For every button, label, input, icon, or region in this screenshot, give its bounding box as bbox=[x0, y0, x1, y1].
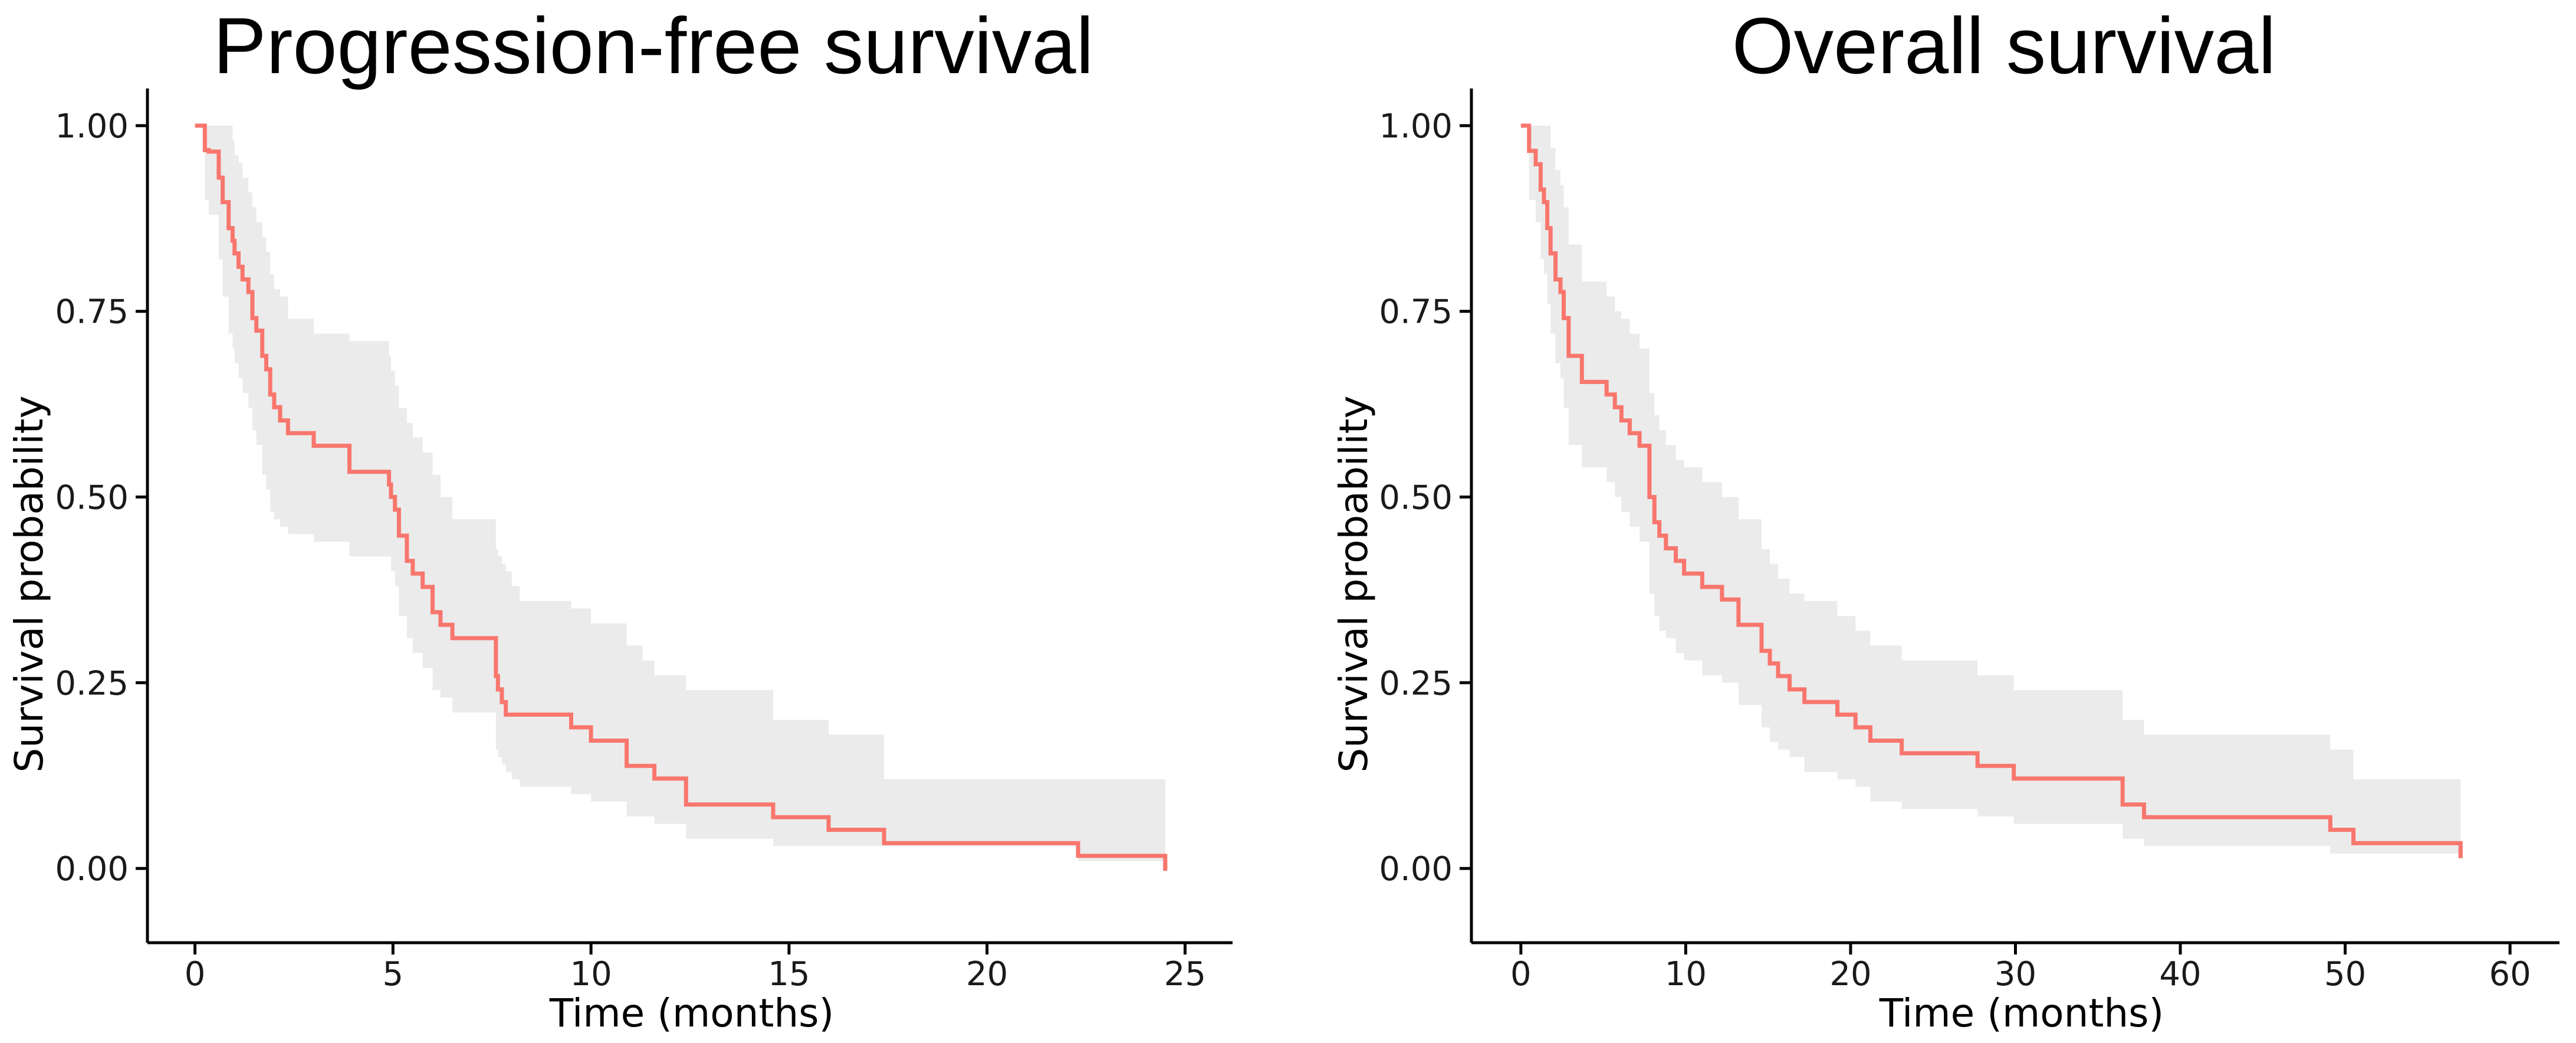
os-title: Overall survival bbox=[1732, 1, 2276, 90]
pfs-plot-area: 0 5 10 15 20 25 0.00 0.25 0.50 0.75 1.00 bbox=[55, 88, 1233, 993]
os-panel: Overall survival Survival probability Ti… bbox=[1331, 1, 2559, 1036]
os-y-tick-label: 0.75 bbox=[1379, 293, 1453, 332]
os-x-tick-label: 60 bbox=[2489, 955, 2531, 993]
os-x-axis-label: Time (months) bbox=[1879, 990, 2164, 1036]
pfs-y-axis-label: Survival probability bbox=[6, 395, 52, 772]
os-x-tick-label: 30 bbox=[1995, 955, 2036, 993]
pfs-y-tick-label: 0.25 bbox=[55, 664, 129, 703]
pfs-panel: Progression-free survival Survival proba… bbox=[6, 1, 1233, 1036]
os-x-tick-label: 20 bbox=[1829, 955, 1871, 993]
os-y-tick-label: 0.50 bbox=[1379, 479, 1453, 517]
pfs-x-tick-label: 20 bbox=[966, 955, 1008, 993]
pfs-confidence-band bbox=[195, 126, 1165, 869]
pfs-title: Progression-free survival bbox=[213, 1, 1093, 90]
os-plot-area: 0 10 20 30 40 50 60 0.00 0.25 0.50 0.75 1.00 bbox=[1379, 88, 2559, 993]
pfs-y-tick-label: 0.50 bbox=[55, 479, 129, 517]
pfs-x-tick-label: 0 bbox=[185, 955, 206, 993]
pfs-x-tick-label: 15 bbox=[768, 955, 810, 993]
os-y-tick-label: 1.00 bbox=[1379, 107, 1453, 146]
pfs-x-axis-label: Time (months) bbox=[549, 990, 834, 1036]
os-y-tick-label: 0.00 bbox=[1379, 850, 1453, 888]
pfs-x-tick-label: 10 bbox=[570, 955, 612, 993]
os-y-tick-label: 0.25 bbox=[1379, 664, 1453, 703]
os-confidence-band bbox=[1520, 126, 2461, 869]
pfs-y-tick-label: 1.00 bbox=[55, 107, 129, 146]
os-x-tick-label: 0 bbox=[1510, 955, 1532, 993]
os-survival-line bbox=[1520, 123, 2463, 856]
os-y-axis-label: Survival probability bbox=[1331, 395, 1376, 772]
pfs-x-tick-label: 25 bbox=[1164, 955, 1206, 993]
pfs-y-tick-label: 0.00 bbox=[55, 850, 129, 888]
os-x-tick-label: 10 bbox=[1665, 955, 1707, 993]
pfs-x-tick-label: 5 bbox=[383, 955, 404, 993]
pfs-y-tick-label: 0.75 bbox=[55, 293, 129, 332]
os-x-tick-label: 40 bbox=[2159, 955, 2201, 993]
pfs-survival-line bbox=[195, 123, 1168, 869]
os-x-tick-label: 50 bbox=[2324, 955, 2366, 993]
